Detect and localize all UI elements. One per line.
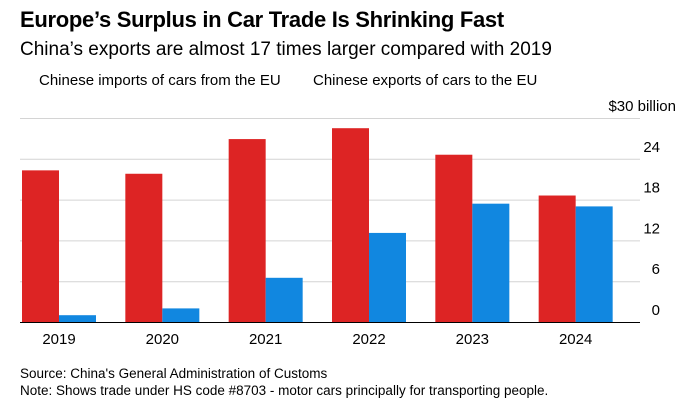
bar-exports-2023 bbox=[472, 203, 510, 322]
x-tick-label-2024: 2024 bbox=[559, 331, 592, 348]
x-tick-label-2023: 2023 bbox=[456, 331, 489, 348]
legend-label-imports: Chinese imports of cars from the EU bbox=[39, 72, 281, 89]
x-tick-label-2022: 2022 bbox=[352, 331, 385, 348]
y-tick-label-0: 0 bbox=[652, 302, 660, 319]
x-tick-label-2020: 2020 bbox=[146, 331, 179, 348]
bar-exports-2024 bbox=[575, 206, 613, 322]
bar-imports-2023 bbox=[435, 154, 473, 322]
bar-imports-2019 bbox=[22, 170, 59, 322]
legend-label-exports: Chinese exports of cars to the EU bbox=[313, 72, 538, 89]
bar-exports-2022 bbox=[369, 232, 406, 322]
bar-imports-2020 bbox=[125, 173, 163, 322]
bar-imports-2022 bbox=[332, 128, 369, 322]
bar-exports-2021 bbox=[265, 277, 303, 322]
legend-item-exports: Chinese exports of cars to the EU bbox=[313, 72, 537, 89]
bar-imports-2024 bbox=[538, 195, 576, 322]
bar-exports-2020 bbox=[162, 308, 200, 322]
bar-imports-2021 bbox=[228, 139, 266, 322]
chart-subtitle: China’s exports are almost 17 times larg… bbox=[20, 39, 552, 60]
y-tick-label-18: 18 bbox=[643, 180, 660, 197]
footnote: Note: Shows trade under HS code #8703 - … bbox=[20, 383, 549, 398]
source-note: Source: China's General Administration o… bbox=[20, 366, 328, 381]
y-tick-label-6: 6 bbox=[652, 261, 660, 278]
chart-title: Europe’s Surplus in Car Trade Is Shrinki… bbox=[20, 7, 504, 32]
legend-item-imports: Chinese imports of cars from the EU bbox=[39, 72, 281, 89]
x-tick-label-2021: 2021 bbox=[249, 331, 282, 348]
y-tick-label-24: 24 bbox=[643, 139, 660, 156]
x-tick-label-2019: 2019 bbox=[42, 331, 75, 348]
bar-exports-2019 bbox=[59, 315, 96, 322]
bar-chart: 2019 2020 2021 2022 2023 2024 0 6 12 18 24 $30 bill… bbox=[20, 98, 676, 348]
y-tick-label-12: 12 bbox=[643, 220, 660, 237]
y-tick-label-max: $30 billion bbox=[608, 98, 676, 115]
